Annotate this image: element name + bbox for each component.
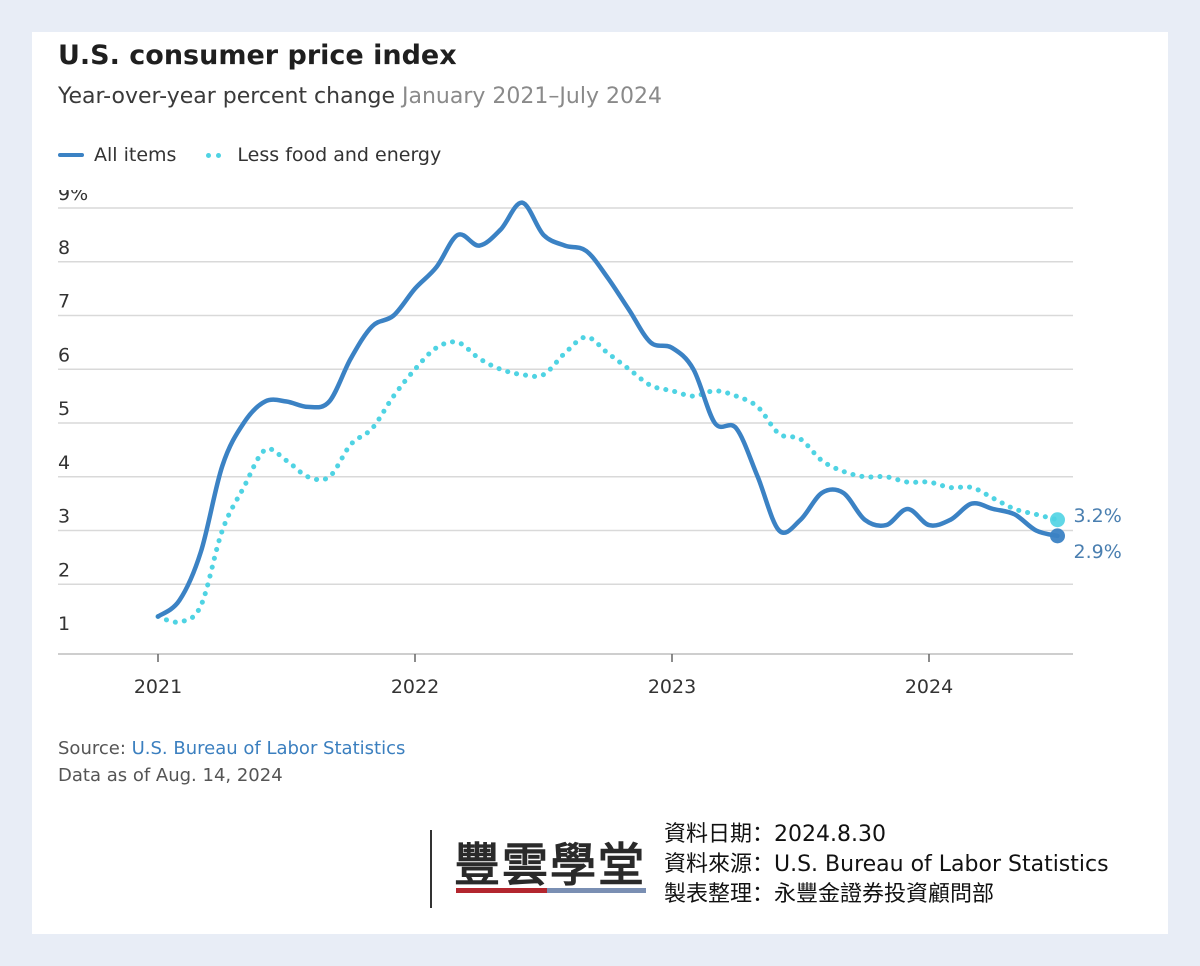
x-tick-label: 2024 xyxy=(905,676,953,698)
source-link[interactable]: U.S. Bureau of Labor Statistics xyxy=(131,738,406,759)
series-line-all-items xyxy=(155,200,1060,619)
y-tick-label: 2 xyxy=(58,559,70,581)
chart-card xyxy=(32,32,1168,934)
y-tick-label: 5 xyxy=(58,398,70,420)
end-markers: 3.2% 2.9% xyxy=(1050,505,1122,563)
x-tick-label: 2022 xyxy=(391,676,439,698)
grid-lines xyxy=(58,207,1073,655)
meta-compiled: 製表整理：永豐金證券投資顧問部 xyxy=(664,882,995,907)
source-note: Source: U.S. Bureau of Labor Statistics xyxy=(58,738,405,759)
y-axis-ticks: 1 2 3 4 5 6 7 8 9% xyxy=(58,190,88,635)
chart-subtitle: Year-over-year percent change January 20… xyxy=(58,84,662,109)
x-axis-ticks: 2021 2022 2023 2024 xyxy=(134,654,953,698)
y-tick-label: 8 xyxy=(58,237,70,259)
x-tick-label: 2021 xyxy=(134,676,182,698)
y-tick-label: 1 xyxy=(58,613,70,635)
legend-core: Less food and energy xyxy=(206,144,441,166)
data-as-of: Data as of Aug. 14, 2024 xyxy=(58,765,283,786)
subtitle-text: Year-over-year percent change xyxy=(58,84,396,109)
y-tick-label: 6 xyxy=(58,344,70,366)
legend: All items Less food and energy xyxy=(58,144,471,166)
end-marker-all-items xyxy=(1050,528,1065,544)
legend-core-label: Less food and energy xyxy=(237,144,442,166)
end-label-core: 3.2% xyxy=(1074,505,1122,527)
line-chart: 1 2 3 4 5 6 7 8 9% 2021 2022 2023 2024 3.2% 2.9% xyxy=(58,190,1122,698)
x-tick-label: 2023 xyxy=(648,676,696,698)
legend-all-items: All items xyxy=(58,144,176,166)
end-label-all-items: 2.9% xyxy=(1074,541,1122,563)
brand-divider xyxy=(430,830,432,908)
legend-all-items-label: All items xyxy=(94,144,177,166)
legend-dotted-line-icon xyxy=(206,152,222,158)
chart-title: U.S. consumer price index xyxy=(58,40,457,71)
meta-date: 資料日期：2024.8.30 xyxy=(664,822,886,847)
brand-logo: 豐雲學堂 xyxy=(454,838,646,892)
legend-solid-line-icon xyxy=(58,153,84,157)
y-tick-label: 7 xyxy=(58,291,70,313)
series-lines xyxy=(155,200,1060,625)
subtitle-range: January 2021–July 2024 xyxy=(402,84,662,109)
y-tick-label: 4 xyxy=(58,452,70,474)
meta-source: 資料來源：U.S. Bureau of Labor Statistics xyxy=(664,852,1109,877)
series-line-core xyxy=(155,334,1060,625)
brand-meta: 資料日期：2024.8.30 資料來源：U.S. Bureau of Labor… xyxy=(664,820,1109,910)
y-tick-label: 9% xyxy=(58,190,88,205)
source-label: Source: xyxy=(58,738,132,759)
end-marker-core xyxy=(1050,512,1065,528)
brand-logo-underline xyxy=(456,888,646,893)
y-tick-label: 3 xyxy=(58,506,70,528)
